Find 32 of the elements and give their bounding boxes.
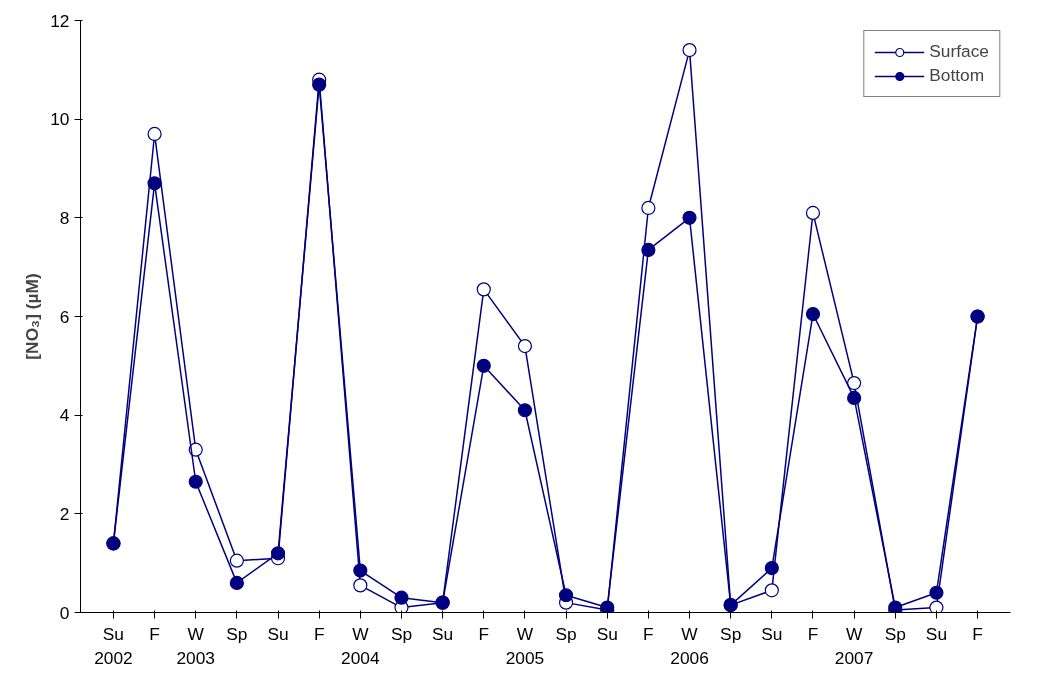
x-tick-label: Su 2002	[94, 623, 133, 668]
x-tick-label: Sp	[884, 623, 906, 644]
x-tick-label: Su	[596, 623, 618, 644]
x-tick-label: W 2006	[670, 623, 709, 668]
x-tick-label: F	[972, 623, 983, 644]
y-tick-label: 8	[59, 207, 70, 228]
x-tick-label: Sp	[720, 623, 742, 644]
x-tick-label: F	[313, 623, 325, 644]
x-tick-label: Sp	[555, 623, 577, 644]
x-tick-label: Sp	[226, 623, 248, 644]
x-tick-label: Su	[761, 623, 783, 644]
y-tick-label: 6	[59, 306, 70, 327]
x-tick-label: F	[478, 623, 490, 644]
y-tick-label: 2	[59, 503, 70, 524]
x-tick-label: F	[643, 623, 654, 644]
x-tick-label: F	[807, 623, 819, 644]
x-tick-label: W 2003	[176, 623, 216, 668]
y-tick-label: 10	[50, 109, 70, 130]
x-tick-label: Su	[925, 623, 948, 644]
y-tick-label: 12	[50, 10, 70, 31]
x-tick-label: Su	[267, 623, 289, 644]
x-tick-label: F	[149, 623, 160, 644]
legend-label: Surface	[929, 41, 989, 62]
y-axis-title: [NO₃] (µM)	[22, 273, 43, 360]
x-tick-label: Su	[432, 623, 454, 644]
y-tick-label: 4	[59, 405, 70, 426]
y-tick-label: 0	[59, 602, 70, 623]
legend-label: Bottom	[929, 65, 985, 86]
x-tick-label: Sp	[390, 623, 413, 644]
x-tick-label: W 2007	[834, 623, 874, 668]
x-tick-label: W 2004	[341, 623, 380, 668]
x-tick-label: W 2005	[505, 623, 545, 668]
